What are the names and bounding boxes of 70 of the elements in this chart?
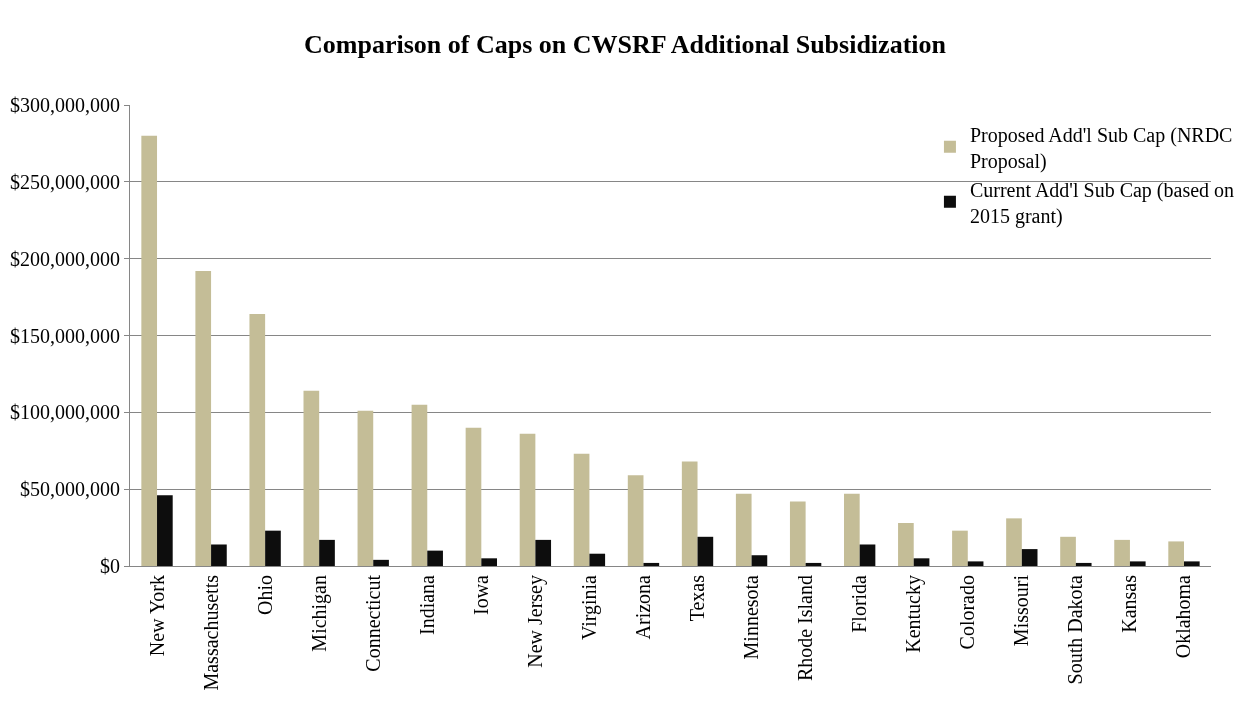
bar: [481, 558, 497, 566]
y-tick-label: $150,000,000: [10, 324, 120, 347]
x-tick-label: South Dakota: [1064, 574, 1087, 685]
x-tick-label: Missouri: [1010, 574, 1033, 647]
x-tick-label: Virginia: [577, 574, 601, 641]
x-tick-label: Texas: [686, 574, 709, 622]
x-tick-label: Kansas: [1118, 574, 1141, 633]
x-tick-label: New Jersey: [523, 575, 547, 668]
bar: [265, 530, 281, 566]
x-tick-label: Colorado: [956, 575, 979, 650]
bar: [1129, 561, 1146, 566]
bar: [952, 530, 968, 566]
bar: [249, 313, 266, 566]
y-tick-label: $0: [100, 555, 120, 577]
bar: [427, 550, 443, 566]
y-tick-label: $50,000,000: [20, 478, 120, 501]
bar: [535, 539, 552, 566]
bar: [859, 544, 876, 566]
bar: [411, 404, 428, 566]
bar: [1006, 518, 1022, 566]
x-tick-label: Massachusetts: [199, 574, 222, 691]
bar: [319, 539, 335, 566]
bar: [697, 536, 714, 566]
bar: [211, 544, 227, 566]
bar: [967, 561, 984, 566]
bar: [681, 461, 698, 566]
bar: [373, 559, 389, 566]
bar: [1114, 539, 1130, 566]
bar: [157, 495, 173, 566]
bar: [735, 493, 752, 566]
x-tick-label: Florida: [848, 574, 871, 633]
bar: [1075, 562, 1092, 566]
chart-title: Comparison of Caps on CWSRF Additional Subsidization: [304, 30, 947, 60]
x-tick-label: Connecticut: [361, 574, 384, 672]
x-tick-label: Minnesota: [740, 574, 763, 660]
x-tick-label: Indiana: [415, 574, 438, 635]
bar: [465, 427, 482, 566]
y-tick-label: $250,000,000: [10, 170, 120, 193]
y-tick-label: $300,000,000: [10, 94, 120, 116]
x-tick-label: New York: [145, 575, 168, 657]
bar: [195, 270, 212, 566]
bar: [898, 522, 914, 566]
bar: [844, 493, 860, 566]
x-tick-label: Iowa: [469, 574, 492, 615]
bar: [627, 475, 644, 566]
bar: [751, 555, 768, 566]
x-tick-label: Rhode Island: [794, 575, 817, 682]
bar: [303, 390, 320, 566]
bar: [1021, 549, 1038, 566]
y-tick-label: $200,000,000: [10, 247, 120, 270]
bar: [913, 558, 930, 566]
x-tick-label: Arizona: [631, 574, 654, 640]
bar: [1183, 561, 1200, 566]
bar: [357, 410, 374, 566]
bar: [805, 562, 822, 566]
y-tick-label: $100,000,000: [10, 401, 120, 424]
bar: [1060, 536, 1076, 566]
x-tick-label: Ohio: [253, 575, 276, 615]
bar: [141, 135, 158, 566]
bar: [589, 553, 606, 566]
x-tick-label: Oklahoma: [1172, 574, 1195, 659]
bar: [573, 453, 590, 566]
legend-label: Proposed Add'l Sub Cap (NRDC Proposal): [969, 123, 1233, 173]
bar: [789, 501, 806, 566]
bar: [519, 433, 536, 566]
bar: [1168, 541, 1184, 566]
x-tick-label: Kentucky: [902, 575, 926, 653]
bar: [643, 562, 660, 566]
legend-label: Current Add'l Sub Cap (based on 2015 grant): [969, 178, 1235, 228]
x-tick-label: Michigan: [307, 575, 331, 652]
